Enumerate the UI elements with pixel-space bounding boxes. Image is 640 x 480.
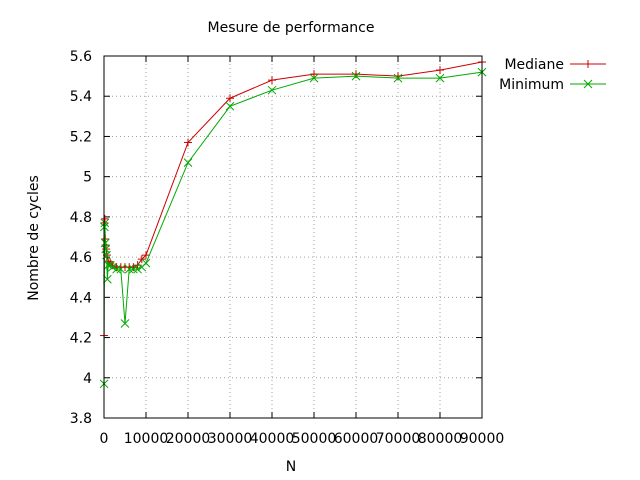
data-point [133, 264, 142, 274]
y-tick-label: 5 [83, 170, 92, 186]
x-tick-label: 10000 [124, 431, 169, 447]
legend-label: Minimum [499, 77, 564, 93]
data-point [124, 264, 134, 274]
data-point [137, 255, 146, 264]
data-point [100, 214, 109, 223]
data-point [310, 70, 318, 79]
data-point [267, 85, 277, 95]
x-tick-label: 40000 [250, 431, 295, 447]
data-point [351, 71, 361, 81]
series-group [99, 58, 487, 389]
data-point [104, 257, 113, 266]
data-point [583, 79, 593, 89]
x-tick-label: 20000 [166, 431, 211, 447]
chart-title: Mesure de performance [208, 20, 375, 36]
data-point [142, 251, 150, 260]
data-point [100, 218, 110, 228]
data-point [435, 73, 445, 83]
data-point [584, 60, 592, 68]
y-tick-label: 5.2 [70, 129, 92, 145]
data-point [309, 73, 319, 83]
x-tick-label: 0 [100, 431, 109, 447]
grid [104, 56, 482, 418]
y-tick-label: 4.2 [70, 331, 92, 347]
data-point [103, 260, 113, 270]
axis-ticks: 3.8 4 4.2 4.4 4.6 4.8 5 5.2 5.4 5.6 0 1000020000300… [70, 49, 505, 447]
data-point [116, 264, 126, 274]
y-tick-label: 4 [83, 371, 92, 387]
y-tick-label: 5.4 [70, 89, 92, 105]
y-tick-label: 3.8 [70, 411, 92, 427]
data-point [120, 319, 130, 328]
legend-label: Mediane [504, 57, 564, 73]
legend: Mediane Minimum [499, 57, 606, 93]
y-tick-label: 4.6 [70, 250, 92, 266]
plot-frame [103, 55, 483, 419]
series-minimum [99, 67, 487, 389]
data-point [112, 264, 121, 274]
series-line [103, 71, 483, 384]
x-tick-label: 80000 [418, 431, 463, 447]
data-point [393, 73, 403, 83]
y-tick-label: 4.4 [70, 290, 92, 306]
data-point [103, 274, 112, 284]
x-axis-title: N [286, 459, 296, 475]
x-tick-label: 90000 [460, 431, 505, 447]
data-point [141, 258, 151, 268]
data-point [129, 264, 138, 274]
series-line [103, 61, 483, 336]
data-point [352, 70, 360, 79]
data-point [183, 158, 193, 167]
y-tick-label: 5.6 [70, 49, 92, 65]
x-tick-label: 50000 [292, 431, 337, 447]
data-point [226, 94, 234, 103]
x-tick-label: 60000 [334, 431, 379, 447]
x-tick-label: 70000 [376, 431, 421, 447]
data-point [108, 262, 117, 272]
data-point [436, 66, 444, 75]
x-tick-label: 30000 [208, 431, 253, 447]
y-axis-title: Nombre de cycles [26, 175, 42, 301]
data-point [184, 138, 192, 147]
data-point [225, 101, 235, 111]
data-point [268, 76, 276, 85]
y-tick-label: 4.8 [70, 210, 92, 226]
data-point [394, 72, 402, 81]
